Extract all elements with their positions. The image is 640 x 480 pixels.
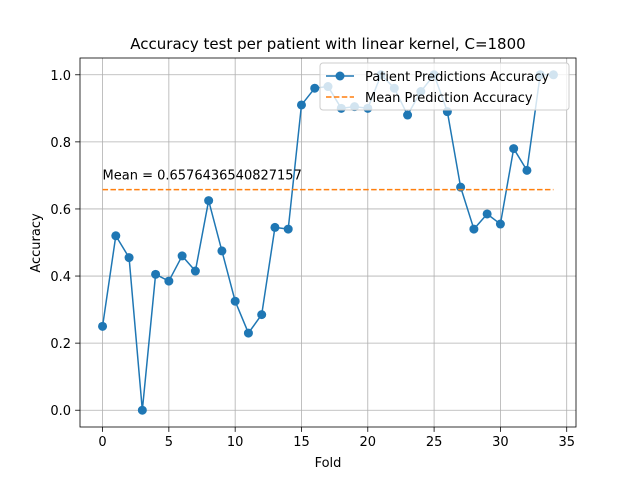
data-point	[469, 224, 479, 234]
data-point	[151, 269, 161, 279]
legend: Patient Predictions Accuracy Mean Predic…	[319, 62, 570, 111]
data-point	[509, 144, 519, 154]
data-point	[495, 219, 505, 229]
data-point	[137, 405, 147, 415]
data-point	[522, 165, 532, 175]
data-point	[283, 224, 293, 234]
data-point	[111, 231, 121, 241]
legend-frame	[319, 62, 570, 111]
y-tick-label: 0.4	[50, 270, 71, 285]
data-point	[403, 110, 413, 120]
data-point	[296, 100, 306, 110]
data-point	[310, 83, 320, 93]
chart-title: Accuracy test per patient with linear ke…	[130, 35, 525, 53]
y-tick-label: 0.0	[50, 404, 71, 419]
legend-label-patient: Patient Predictions Accuracy	[365, 70, 550, 85]
data-point	[230, 296, 240, 306]
x-tick-label: 0	[98, 435, 106, 450]
data-point	[124, 253, 134, 263]
data-point	[98, 321, 108, 331]
data-point	[482, 209, 492, 219]
y-tick-label: 0.8	[50, 136, 71, 151]
data-point	[164, 276, 174, 286]
x-tick-label: 10	[227, 435, 244, 450]
data-point	[190, 266, 200, 276]
y-axis-label: Accuracy	[29, 213, 44, 273]
data-point	[217, 246, 227, 256]
data-point	[270, 222, 280, 232]
data-point	[204, 196, 214, 206]
legend-swatch-patient-marker	[335, 71, 345, 81]
data-point	[257, 310, 267, 320]
x-tick-label: 15	[293, 435, 310, 450]
y-tick-label: 1.0	[50, 69, 71, 84]
x-axis-label: Fold	[315, 456, 342, 471]
plot-area-frame	[79, 57, 577, 428]
x-tick-label: 20	[360, 435, 377, 450]
data-point	[177, 251, 187, 261]
x-tick-label: 5	[165, 435, 173, 450]
y-tick-label: 0.2	[50, 337, 71, 352]
legend-label-mean: Mean Prediction Accuracy	[365, 91, 533, 106]
data-point	[243, 328, 253, 338]
y-tick-label: 0.6	[50, 203, 71, 218]
tick-labels: 0 5 10 15 20 25 30 35 0.0 0.2 0.4 0.6 0.8 1.0	[50, 69, 575, 450]
x-tick-label: 25	[426, 435, 443, 450]
mean-annotation: Mean = 0.6576436540827157	[103, 168, 302, 183]
x-tick-label: 30	[492, 435, 509, 450]
x-tick-label: 35	[558, 435, 575, 450]
axes-frame	[79, 57, 577, 428]
